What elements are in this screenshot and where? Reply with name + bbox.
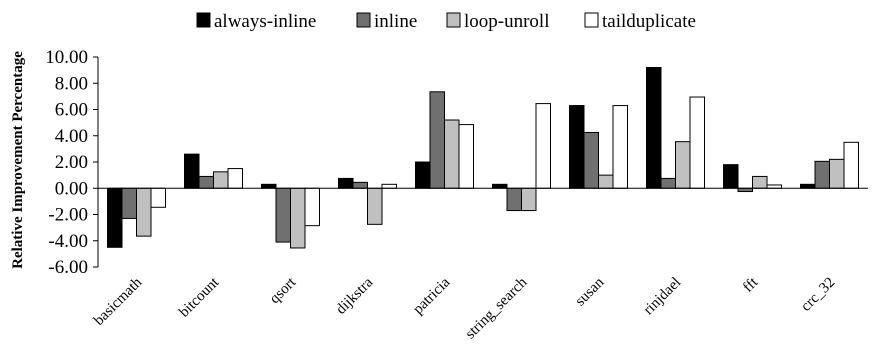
bar-loop-unroll-bitcount bbox=[213, 171, 229, 189]
bar-always-inline-basicmath bbox=[107, 187, 123, 248]
bar-tailduplicate-rinjdael bbox=[689, 96, 705, 189]
x-tick-label: patricia bbox=[410, 274, 453, 317]
bars bbox=[107, 67, 859, 249]
x-tick-label: susan bbox=[572, 274, 607, 309]
bar-loop-unroll-string_search bbox=[521, 187, 537, 212]
bar-tailduplicate-basicmath bbox=[150, 187, 166, 208]
bar-tailduplicate-crc_32 bbox=[843, 141, 859, 189]
x-tick-label: qsort bbox=[267, 274, 300, 307]
y-tick-label: 4.00 bbox=[55, 126, 88, 147]
bar-tailduplicate-susan bbox=[612, 105, 628, 189]
x-tick-label: string_search bbox=[462, 274, 530, 342]
legend-swatch bbox=[446, 12, 461, 28]
y-tick-label: 0.00 bbox=[55, 178, 88, 199]
x-tick-label: dijkstra bbox=[333, 274, 376, 317]
legend-label: loop-unroll bbox=[464, 11, 550, 32]
x-tick-label: rinjdael bbox=[641, 275, 685, 319]
bar-inline-dijkstra bbox=[352, 181, 368, 189]
bar-inline-rinjdael bbox=[660, 177, 676, 189]
bar-loop-unroll-susan bbox=[598, 174, 614, 189]
x-tick-label: fft bbox=[740, 274, 762, 296]
bar-tailduplicate-string_search bbox=[535, 103, 551, 189]
legend-swatch bbox=[196, 12, 211, 28]
y-tick-label: 6.00 bbox=[55, 100, 88, 121]
bar-loop-unroll-fft bbox=[752, 175, 768, 189]
bar-loop-unroll-crc_32 bbox=[829, 158, 845, 189]
legend-swatch bbox=[584, 12, 599, 28]
y-tick-label: -2.00 bbox=[48, 205, 88, 226]
x-tick-label: bitcount bbox=[176, 274, 223, 321]
bar-loop-unroll-dijkstra bbox=[367, 187, 383, 225]
bar-loop-unroll-patricia bbox=[444, 119, 460, 189]
bar-always-inline-qsort bbox=[261, 183, 277, 189]
y-tick-label: -6.00 bbox=[48, 257, 88, 278]
bar-always-inline-susan bbox=[569, 105, 585, 189]
bar-always-inline-bitcount bbox=[184, 153, 200, 189]
bar-inline-string_search bbox=[506, 187, 522, 212]
bar-always-inline-patricia bbox=[415, 161, 431, 189]
bar-inline-qsort bbox=[275, 187, 291, 243]
bar-always-inline-fft bbox=[723, 164, 739, 189]
y-tick-label: 2.00 bbox=[55, 152, 88, 173]
bar-tailduplicate-patricia bbox=[458, 124, 474, 189]
legend: always-inline inline loop-unroll tailduplic… bbox=[196, 11, 696, 32]
y-axis: -6.00 -4.00 -2.00 0.00 2.00 4.00 6.00 8.00 10.00 bbox=[45, 47, 99, 278]
bar-inline-susan bbox=[583, 131, 599, 189]
x-tick-label: basicmath bbox=[91, 274, 146, 329]
y-tick-label: 10.00 bbox=[45, 47, 88, 68]
bar-loop-unroll-basicmath bbox=[136, 187, 152, 237]
bar-loop-unroll-qsort bbox=[290, 187, 306, 249]
x-axis: basicmath bitcount qsort dijkstra patricia st… bbox=[91, 187, 868, 342]
x-tick-label: crc_32 bbox=[798, 275, 838, 315]
legend-label: always-inline bbox=[214, 11, 316, 32]
bar-inline-patricia bbox=[429, 91, 445, 189]
legend-label: inline bbox=[374, 11, 417, 32]
bar-tailduplicate-bitcount bbox=[227, 168, 243, 189]
bar-always-inline-dijkstra bbox=[338, 177, 354, 189]
bar-inline-basicmath bbox=[121, 187, 137, 219]
bar-tailduplicate-dijkstra bbox=[381, 183, 397, 189]
bar-inline-crc_32 bbox=[814, 160, 830, 189]
y-tick-label: 8.00 bbox=[55, 73, 88, 94]
y-tick-label: -4.00 bbox=[48, 231, 88, 252]
bar-inline-bitcount bbox=[198, 175, 214, 189]
bar-always-inline-crc_32 bbox=[800, 183, 816, 189]
y-axis-title: Relative Improvement Percentage bbox=[10, 51, 26, 269]
legend-label: tailduplicate bbox=[602, 11, 696, 32]
legend-swatch bbox=[356, 12, 371, 28]
bar-loop-unroll-rinjdael bbox=[675, 141, 691, 189]
bar-tailduplicate-qsort bbox=[304, 187, 320, 227]
bar-always-inline-rinjdael bbox=[646, 67, 662, 189]
bar-always-inline-string_search bbox=[492, 183, 508, 189]
